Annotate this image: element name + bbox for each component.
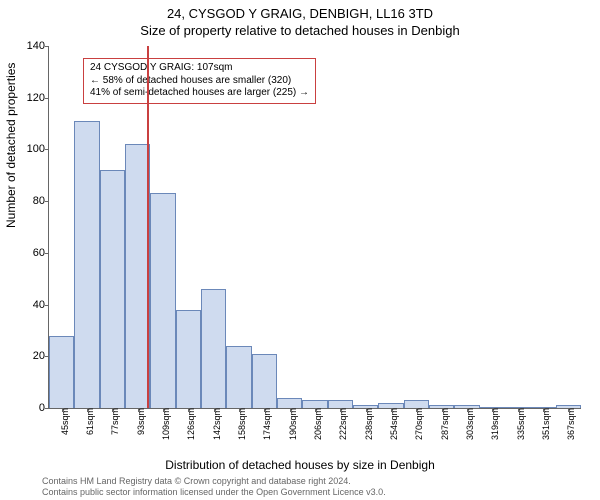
x-tick-mark [366, 408, 367, 412]
x-tick-mark [214, 408, 215, 412]
x-tick-label: 126sqm [180, 408, 196, 440]
x-tick-label: 142sqm [206, 408, 222, 440]
histogram-bar [404, 400, 429, 408]
x-tick-mark [518, 408, 519, 412]
x-tick-label: 270sqm [408, 408, 424, 440]
histogram-bar [252, 354, 277, 408]
y-tick-mark [45, 46, 49, 47]
histogram-bar [201, 289, 226, 408]
y-axis-label: Number of detached properties [4, 63, 18, 228]
x-tick-mark [188, 408, 189, 412]
chart-title-main: 24, CYSGOD Y GRAIG, DENBIGH, LL16 3TD [0, 0, 600, 21]
x-tick-label: 351sqm [535, 408, 551, 440]
x-tick-mark [112, 408, 113, 412]
x-tick-mark [290, 408, 291, 412]
x-tick-label: 109sqm [155, 408, 171, 440]
y-tick-mark [45, 253, 49, 254]
info-box: 24 CYSGOD Y GRAIG: 107sqm← 58% of detach… [83, 58, 316, 104]
x-tick-mark [163, 408, 164, 412]
histogram-bar [150, 193, 175, 408]
x-tick-mark [87, 408, 88, 412]
property-marker-line [147, 46, 149, 408]
plot-area: 24 CYSGOD Y GRAIG: 107sqm← 58% of detach… [48, 46, 581, 409]
x-tick-label: 287sqm [434, 408, 450, 440]
x-tick-mark [568, 408, 569, 412]
y-tick-mark [45, 149, 49, 150]
info-box-line: 41% of semi-detached houses are larger (… [90, 87, 309, 100]
histogram-bar [277, 398, 302, 408]
x-tick-label: 45sqm [54, 408, 70, 435]
x-tick-label: 238sqm [358, 408, 374, 440]
info-box-line: ← 58% of detached houses are smaller (32… [90, 75, 309, 88]
histogram-bar [176, 310, 201, 408]
x-tick-label: 254sqm [383, 408, 399, 440]
x-tick-mark [264, 408, 265, 412]
x-tick-label: 190sqm [282, 408, 298, 440]
x-tick-mark [315, 408, 316, 412]
x-tick-mark [62, 408, 63, 412]
y-tick-mark [45, 98, 49, 99]
x-tick-mark [416, 408, 417, 412]
x-tick-label: 222sqm [332, 408, 348, 440]
x-tick-label: 158sqm [231, 408, 247, 440]
x-tick-label: 61sqm [79, 408, 95, 435]
x-tick-mark [543, 408, 544, 412]
x-axis-label: Distribution of detached houses by size … [0, 458, 600, 472]
y-tick-mark [45, 408, 49, 409]
x-tick-label: 93sqm [130, 408, 146, 435]
x-tick-label: 367sqm [560, 408, 576, 440]
x-tick-mark [442, 408, 443, 412]
histogram-bar [49, 336, 74, 408]
x-tick-mark [467, 408, 468, 412]
chart-container: 24, CYSGOD Y GRAIG, DENBIGH, LL16 3TD Si… [0, 0, 600, 500]
x-tick-label: 303sqm [459, 408, 475, 440]
x-tick-mark [239, 408, 240, 412]
histogram-bar [226, 346, 251, 408]
x-tick-label: 77sqm [104, 408, 120, 435]
histogram-bar [328, 400, 353, 408]
histogram-bar [100, 170, 125, 408]
footer-attribution: Contains HM Land Registry data © Crown c… [42, 476, 386, 498]
y-tick-mark [45, 305, 49, 306]
x-tick-label: 174sqm [256, 408, 272, 440]
x-tick-mark [391, 408, 392, 412]
x-tick-mark [492, 408, 493, 412]
footer-line-2: Contains public sector information licen… [42, 487, 386, 498]
x-tick-label: 335sqm [510, 408, 526, 440]
info-box-line: 24 CYSGOD Y GRAIG: 107sqm [90, 62, 309, 75]
x-tick-mark [340, 408, 341, 412]
y-tick-mark [45, 201, 49, 202]
x-tick-mark [138, 408, 139, 412]
x-tick-label: 206sqm [307, 408, 323, 440]
x-tick-label: 319sqm [484, 408, 500, 440]
histogram-bar [74, 121, 99, 408]
chart-title-sub: Size of property relative to detached ho… [0, 21, 600, 38]
histogram-bar [302, 400, 327, 408]
footer-line-1: Contains HM Land Registry data © Crown c… [42, 476, 386, 487]
